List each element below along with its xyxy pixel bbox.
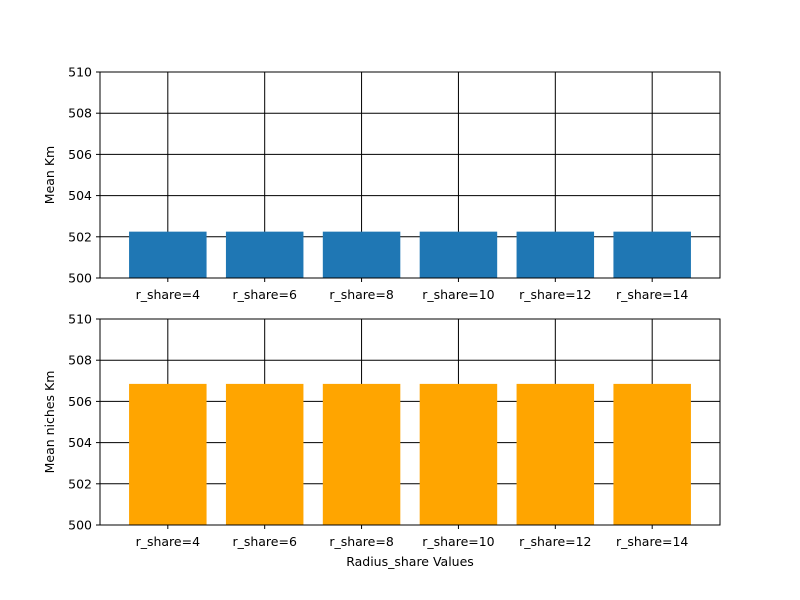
y-tick-label: 504 <box>68 188 92 203</box>
x-tick-label: r_share=4 <box>136 534 201 549</box>
y-tick-label: 502 <box>68 476 92 491</box>
y-tick-label: 508 <box>68 353 92 368</box>
y-tick-label: 506 <box>68 147 92 162</box>
bar <box>613 231 691 278</box>
x-tick-label: r_share=12 <box>519 534 591 549</box>
y-tick-label: 502 <box>68 229 92 244</box>
y-tick-label: 504 <box>68 435 92 450</box>
x-tick-label: r_share=14 <box>616 287 688 302</box>
x-tick-label: r_share=14 <box>616 534 688 549</box>
bar <box>129 383 207 525</box>
x-tick-label: r_share=6 <box>232 534 297 549</box>
bar <box>225 231 304 278</box>
plot-frame <box>99 318 721 526</box>
x-axis-ticks: r_share=4 r_share=6 r_share=8 r_share=10 r_s… <box>136 278 688 302</box>
x-tick-label: r_share=4 <box>136 287 201 302</box>
x-tick-label: r_share=6 <box>232 287 297 302</box>
bars <box>129 231 691 278</box>
y-tick-label: 500 <box>68 518 92 533</box>
bar <box>516 383 595 525</box>
x-tick-label: r_share=8 <box>329 287 394 302</box>
bar <box>322 231 401 278</box>
x-tick-label: r_share=10 <box>422 287 494 302</box>
y-axis-label: Mean niches Km <box>42 371 57 474</box>
bar <box>613 383 691 525</box>
y-axis-ticks: 500 502 504 506 508 510 <box>68 312 100 533</box>
bars <box>129 383 691 525</box>
bar <box>419 383 498 525</box>
y-axis-label: Mean Km <box>42 146 57 204</box>
x-axis-ticks: r_share=4 r_share=6 r_share=8 r_share=10 r_s… <box>136 525 688 549</box>
bar <box>129 231 207 278</box>
y-tick-label: 510 <box>68 312 92 327</box>
bar <box>419 231 498 278</box>
x-tick-label: r_share=12 <box>519 287 591 302</box>
bar <box>516 231 595 278</box>
x-tick-label: r_share=8 <box>329 534 394 549</box>
y-tick-label: 510 <box>68 65 92 80</box>
x-axis-label: Radius_share Values <box>346 554 474 569</box>
plot-frame <box>99 71 721 279</box>
x-tick-label: r_share=10 <box>422 534 494 549</box>
y-tick-label: 500 <box>68 271 92 286</box>
y-tick-label: 508 <box>68 106 92 121</box>
bar <box>225 383 304 525</box>
y-axis-ticks: 500 502 504 506 508 510 <box>68 65 100 286</box>
bar <box>322 383 401 525</box>
y-tick-label: 506 <box>68 394 92 409</box>
